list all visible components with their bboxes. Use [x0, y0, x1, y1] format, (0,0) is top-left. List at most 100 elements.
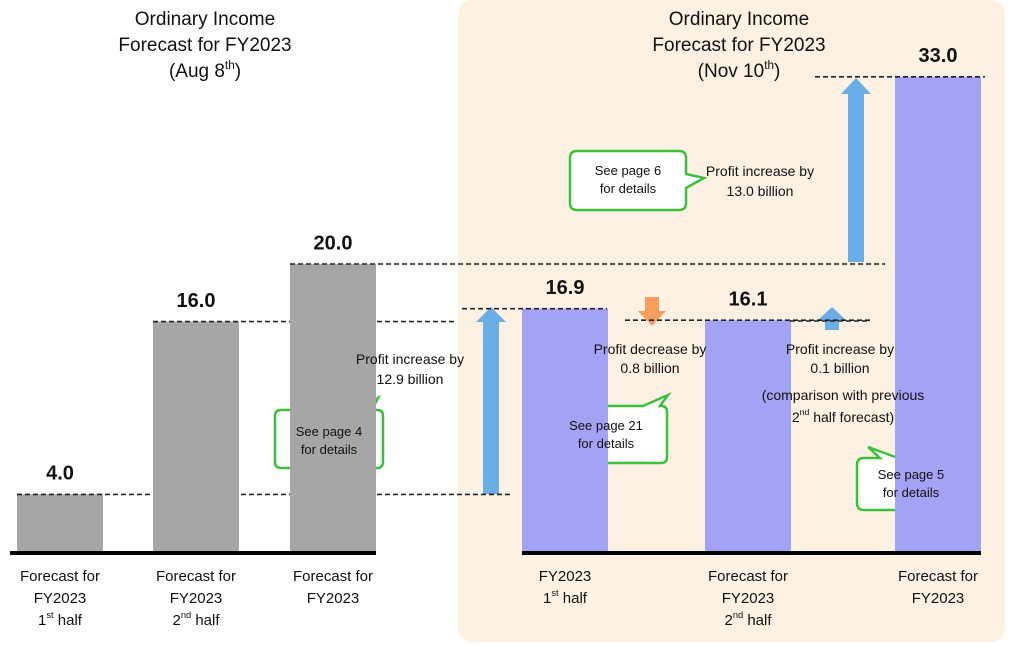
annotation-part: (comparison with previous — [762, 387, 925, 403]
category-label-part: 1 — [38, 612, 46, 629]
callout-text-part: for details — [600, 181, 657, 196]
panel-title: Ordinary Income — [669, 9, 809, 30]
panel-title-part: th — [225, 59, 235, 72]
panel-title-part: Forecast for FY2023 — [118, 35, 291, 56]
callout-text: See page 4 — [296, 424, 363, 439]
annotation-part: 0.1 billion — [810, 360, 869, 376]
category-label-part: FY2023 — [912, 590, 965, 607]
annotation-part: Profit increase by — [356, 351, 464, 367]
category-label: Forecast for — [898, 568, 978, 585]
category-label-part: nd — [733, 610, 743, 620]
category-label: FY2023 — [307, 590, 360, 607]
category-label-part: FY2023 — [539, 568, 592, 585]
annotation-part: 2 — [792, 409, 800, 425]
annotation: 13.0 billion — [727, 183, 794, 199]
bar — [17, 494, 103, 552]
category-label: Forecast for — [708, 568, 788, 585]
value-label: 33.0 — [919, 45, 958, 67]
panel-title-part: th — [764, 59, 774, 72]
callout-text: for details — [600, 181, 657, 196]
bar — [895, 76, 981, 553]
category-label: Forecast for — [293, 568, 373, 585]
callout-text: for details — [301, 442, 358, 457]
callout-text: for details — [883, 485, 940, 500]
panel-title-part: (Aug 8 — [169, 61, 225, 82]
panel-title: Ordinary Income — [135, 9, 275, 30]
panel-title-part: (Nov 10 — [698, 61, 765, 82]
annotation: 2nd half forecast) — [792, 407, 894, 424]
arrows — [476, 78, 871, 494]
category-label-part: half — [54, 612, 83, 629]
bar — [705, 320, 791, 552]
callout-text: for details — [578, 436, 635, 451]
value-label: 20.0 — [314, 232, 353, 254]
annotation: Profit decrease by — [594, 341, 707, 357]
category-label-part: 1 — [543, 590, 551, 607]
category-label-part: FY2023 — [34, 590, 87, 607]
annotation-part: 13.0 billion — [727, 183, 794, 199]
category-label-part: Forecast for — [20, 568, 100, 585]
callout-text-part: for details — [301, 442, 358, 457]
callout-box — [568, 149, 708, 212]
bar — [153, 321, 239, 552]
panel-title-part: Forecast for FY2023 — [652, 35, 825, 56]
value-label: 16.0 — [177, 290, 216, 312]
bar — [290, 264, 376, 552]
category-label-part: nd — [181, 610, 191, 620]
category-label-part: 2 — [724, 612, 732, 629]
callout-text-part: See page 21 — [569, 418, 643, 433]
annotation-part: nd — [800, 407, 810, 417]
annotation: Profit increase by — [706, 163, 814, 179]
category-label: Forecast for — [156, 568, 236, 585]
panel-title-part: ) — [774, 61, 780, 82]
down-arrow — [638, 297, 666, 326]
category-label-part: Forecast for — [293, 568, 373, 585]
category-label: FY2023 — [34, 590, 87, 607]
category-label-part: half — [191, 612, 220, 629]
category-label-part: st — [46, 610, 54, 620]
category-label: 2nd half — [172, 610, 220, 629]
up-arrow — [818, 307, 846, 330]
annotation-part: 0.8 billion — [620, 360, 679, 376]
callout-text-part: for details — [578, 436, 635, 451]
category-label-part: FY2023 — [170, 590, 223, 607]
category-label: 2nd half — [724, 610, 772, 629]
callout-text-part: for details — [883, 485, 940, 500]
annotation: Profit increase by — [786, 341, 894, 357]
bar — [522, 308, 608, 552]
panel-title: (Aug 8th) — [169, 59, 241, 82]
value-label: 16.9 — [546, 277, 585, 299]
annotation: 12.9 billion — [377, 371, 444, 387]
category-label-part: half — [559, 590, 588, 607]
category-label: FY2023 — [170, 590, 223, 607]
annotation-part: half forecast) — [809, 409, 894, 425]
callout-text-part: See page 6 — [595, 163, 662, 178]
annotation: Profit increase by — [356, 351, 464, 367]
up-arrow — [476, 307, 506, 494]
category-label-part: 2 — [172, 612, 180, 629]
panel-title: (Nov 10th) — [698, 59, 781, 82]
panel-title: Forecast for FY2023 — [118, 35, 291, 56]
annotation-part: 12.9 billion — [377, 371, 444, 387]
category-label-part: FY2023 — [722, 590, 775, 607]
panel-title-part: ) — [235, 61, 241, 82]
panel-title-part: Ordinary Income — [669, 9, 809, 30]
value-label: 16.1 — [729, 288, 768, 310]
annotation-part: Profit increase by — [786, 341, 894, 357]
category-label-part: Forecast for — [708, 568, 788, 585]
callout-text: See page 6 — [595, 163, 662, 178]
annotation-part: Profit decrease by — [594, 341, 707, 357]
annotation: 0.8 billion — [620, 360, 679, 376]
callout-text: See page 5 — [878, 467, 945, 482]
callout-text-part: See page 4 — [296, 424, 363, 439]
category-label: FY2023 — [912, 590, 965, 607]
category-label-part: Forecast for — [898, 568, 978, 585]
category-label: 1st half — [38, 610, 83, 629]
category-label-part: FY2023 — [307, 590, 360, 607]
value-label: 4.0 — [46, 463, 74, 485]
annotation: (comparison with previous — [762, 387, 925, 403]
category-label: Forecast for — [20, 568, 100, 585]
panel-title-part: Ordinary Income — [135, 9, 275, 30]
category-label-part: st — [551, 588, 559, 598]
